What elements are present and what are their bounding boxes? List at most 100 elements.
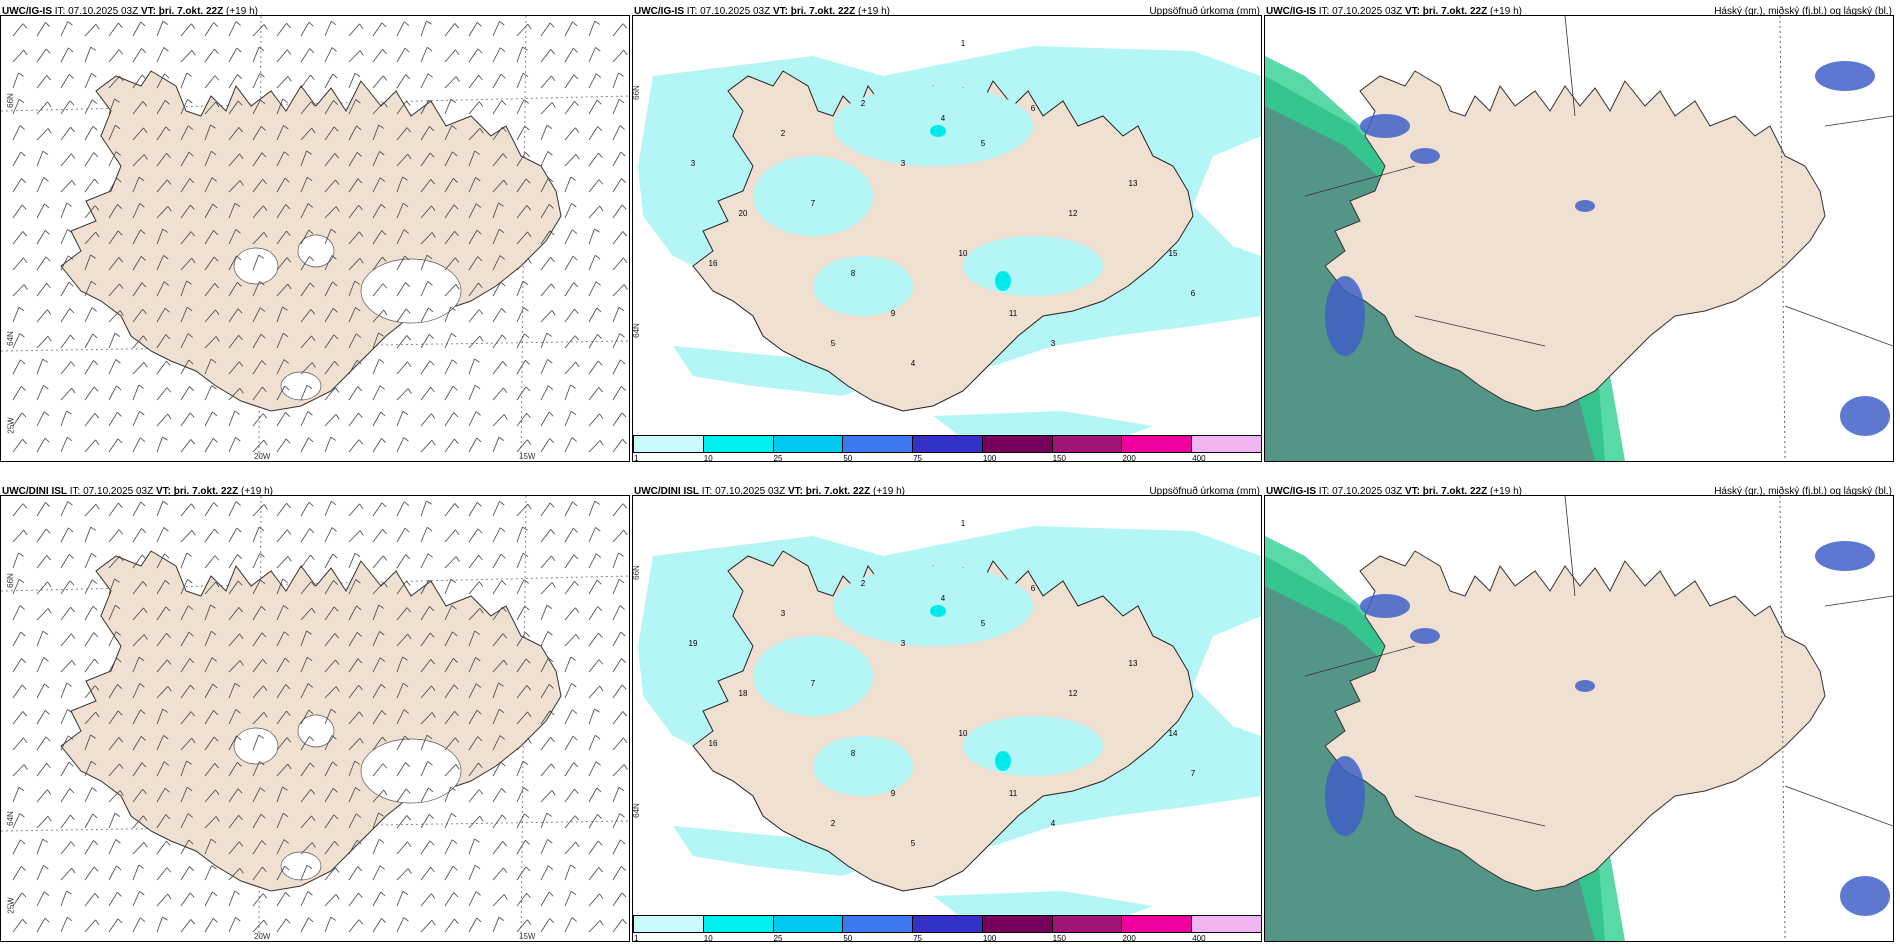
wind-barb (36, 282, 51, 297)
precip-value-label: 8 (851, 269, 856, 278)
wind-barb (180, 439, 195, 453)
wind-barb (588, 685, 604, 699)
colorbar-segment (1051, 435, 1123, 453)
wind-barb (36, 762, 51, 777)
wind-barb (156, 413, 172, 427)
wind-barb (12, 658, 26, 673)
wind-barb (468, 683, 482, 699)
wind-barb (300, 437, 314, 453)
precip-area-heavy (930, 605, 946, 617)
wind-barb (468, 74, 483, 89)
wind-barb (468, 581, 484, 595)
panel-title: UWC/IG-IS IT: 07.10.2025 03Z VT: þri. 7.… (1266, 486, 1522, 497)
wind-map-bottom[interactable]: 66N 64N 25W 20W 15W (0, 495, 630, 942)
cloud-map-bottom[interactable] (1264, 495, 1894, 942)
wind-barb (540, 502, 555, 517)
wind-barb (108, 631, 121, 647)
wind-barb (540, 736, 555, 751)
wind-barb (372, 124, 384, 141)
wind-barb (468, 657, 481, 673)
cloud-map-top[interactable] (1264, 15, 1894, 462)
wind-barb (180, 333, 193, 349)
wind-barb (60, 281, 74, 297)
wind-barb (156, 360, 171, 375)
wind-barb (300, 309, 315, 323)
colorbar-segment (1121, 915, 1193, 933)
wind-barb (492, 527, 506, 543)
wind-barb (612, 23, 628, 37)
wind-barb (180, 412, 195, 427)
wind-barb (276, 76, 292, 89)
wind-barb (228, 580, 243, 595)
wind-barb (420, 659, 435, 673)
wind-barb (564, 361, 580, 375)
colorbar-label: 75 (913, 934, 923, 943)
wind-barb (420, 840, 435, 855)
wind-barb (84, 24, 100, 37)
wind-barb (84, 152, 99, 167)
wind-barb (132, 581, 147, 595)
low-cloud-patch (1325, 276, 1365, 356)
wind-barb (84, 439, 100, 453)
precip-value-label: 5 (981, 619, 986, 628)
wind-barb (300, 789, 315, 803)
wind-barb (348, 684, 363, 699)
wind-barb (324, 360, 339, 375)
wind-barb (276, 49, 292, 63)
wind-barb (540, 891, 554, 907)
boundary-line (1304, 645, 1416, 677)
wind-barb (60, 709, 73, 725)
wind-barb (444, 892, 459, 907)
precip-value-label: 5 (981, 139, 986, 148)
colorbar-segment (633, 915, 704, 933)
wind-barb (156, 579, 170, 595)
precip-map-top[interactable]: 1 2 3 4 5 6 7 8 9 10 11 12 13 15 16 20 3 2 5 4 3 6 66N 64N (632, 15, 1262, 462)
wind-barb (12, 892, 27, 907)
lon-gridline (1779, 496, 1786, 941)
wind-barb (492, 21, 505, 37)
wind-barb (228, 127, 243, 141)
wind-barb (36, 917, 50, 933)
wind-barb (204, 891, 218, 907)
wind-barb (372, 604, 384, 621)
wind-map-top[interactable]: 66N 64N 25W 20W 15W (0, 15, 630, 462)
wind-barb (300, 630, 312, 647)
wind-barb (588, 307, 602, 323)
wind-barb (396, 437, 409, 453)
wind-barb (12, 813, 25, 829)
wind-barb (204, 203, 218, 219)
wind-barb (612, 178, 626, 193)
wind-barb (564, 255, 578, 271)
wind-barb (612, 333, 625, 349)
wind-barb (540, 256, 555, 271)
panel-title: UWC/IG-IS IT: 07.10.2025 03Z VT: þri. 7.… (634, 6, 890, 17)
wind-barb (324, 255, 337, 271)
precip-value-label: 12 (1069, 209, 1078, 218)
wind-barb (324, 580, 338, 595)
wind-barb (492, 867, 508, 881)
wind-barb (540, 102, 556, 115)
wind-barb (108, 529, 124, 543)
colorbar-label: 400 (1192, 934, 1206, 943)
wind-barb (540, 790, 556, 803)
wind-barb (36, 336, 52, 349)
wind-barb (204, 150, 217, 167)
wind-barb (468, 282, 483, 297)
lat-label-25w: 25W (6, 417, 16, 434)
wind-barb (252, 205, 268, 219)
wind-barb (420, 232, 436, 245)
wind-barb (180, 552, 192, 569)
wind-barb (108, 332, 121, 349)
wind-barb (492, 788, 506, 803)
wind-barb (468, 177, 481, 193)
precip-area-land (753, 636, 873, 716)
precip-map-bottom[interactable]: 1 2 3 4 5 6 7 8 9 10 11 12 13 14 16 18 19 3 2 5 4 7 66N 64N (632, 495, 1262, 942)
wind-barb (468, 128, 484, 141)
wind-barb (324, 894, 340, 907)
wind-barb (564, 335, 580, 349)
wind-barb (564, 917, 577, 933)
wind-barb (324, 47, 337, 63)
wind-barb (540, 812, 552, 829)
precip-value-label: 7 (811, 679, 816, 688)
wind-barb (60, 735, 74, 751)
